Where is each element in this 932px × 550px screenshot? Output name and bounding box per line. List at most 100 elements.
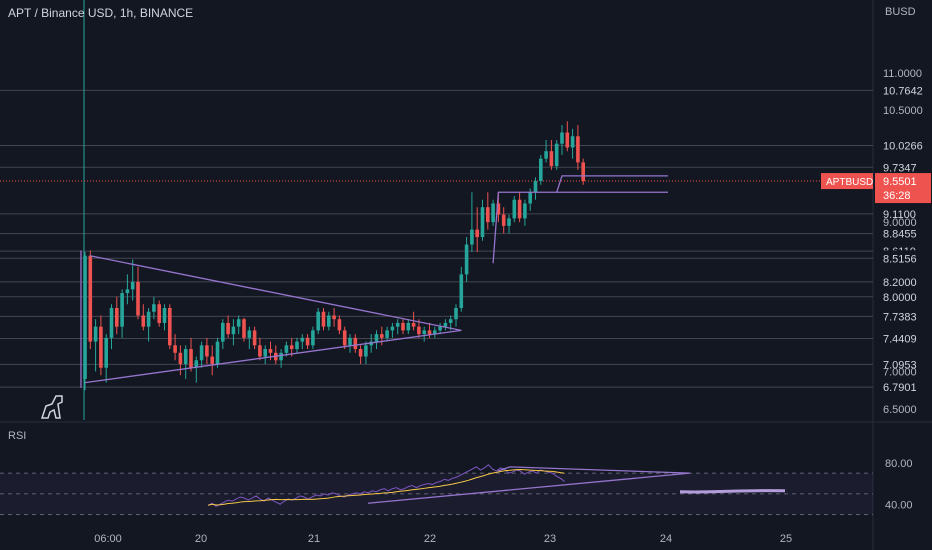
candle-body bbox=[130, 281, 135, 290]
candle-body bbox=[258, 345, 262, 357]
candle-body bbox=[295, 341, 299, 350]
candle-body bbox=[252, 330, 257, 346]
candle-body bbox=[496, 203, 501, 215]
candle-body bbox=[173, 345, 177, 353]
candle-body bbox=[411, 322, 416, 327]
candle-body bbox=[454, 308, 458, 320]
candle-body bbox=[268, 349, 273, 353]
time-tick-label: 06:00 bbox=[94, 533, 122, 545]
candle-body bbox=[289, 345, 294, 350]
price-tick-label: 11.0000 bbox=[883, 68, 922, 80]
candle-body bbox=[433, 330, 437, 335]
price-tick-label: 6.5000 bbox=[883, 404, 917, 416]
candle-body bbox=[104, 337, 108, 368]
candle-body bbox=[448, 319, 453, 323]
candle-body bbox=[247, 330, 252, 338]
candles bbox=[83, 121, 585, 391]
candle-body bbox=[284, 345, 289, 353]
level-label: 6.7901 bbox=[883, 382, 917, 394]
candle-body bbox=[162, 308, 167, 323]
candle-body bbox=[528, 192, 532, 204]
candle-body bbox=[533, 181, 538, 193]
level-label-bg bbox=[875, 330, 931, 347]
candle-body bbox=[189, 349, 193, 368]
candle-body bbox=[380, 334, 384, 338]
last-price-value: 9.5501 bbox=[883, 176, 917, 188]
candle-body bbox=[576, 136, 580, 163]
candle-body bbox=[263, 349, 267, 357]
triangle-lower-line bbox=[84, 329, 462, 384]
candle-body bbox=[390, 326, 395, 331]
time-tick-label: 21 bbox=[308, 533, 320, 545]
candle-body bbox=[443, 322, 448, 327]
level-label: 8.5156 bbox=[883, 253, 917, 265]
last-price-countdown: 36:28 bbox=[883, 190, 911, 202]
price-tick-label: 10.5000 bbox=[883, 105, 923, 117]
dino-logo-icon bbox=[40, 395, 63, 419]
candle-body bbox=[215, 341, 220, 364]
triangle-upper-line bbox=[89, 255, 462, 332]
candle-body bbox=[364, 345, 368, 357]
candle-body bbox=[554, 143, 559, 167]
rsi-band-fill bbox=[0, 473, 873, 515]
level-label: 8.2000 bbox=[883, 277, 917, 289]
price-tick-label: 7.0000 bbox=[883, 366, 917, 378]
level-label: 7.4409 bbox=[883, 334, 917, 346]
level-label-bg bbox=[875, 379, 931, 396]
candle-body bbox=[194, 360, 199, 368]
candle-body bbox=[501, 214, 506, 226]
currency-label: BUSD bbox=[885, 6, 916, 18]
level-label-bg bbox=[875, 205, 931, 222]
level-label-bg bbox=[875, 273, 931, 290]
rsi-ma-line bbox=[207, 468, 565, 506]
candle-body bbox=[93, 326, 98, 342]
level-label-bg bbox=[875, 356, 931, 373]
candle-body bbox=[125, 289, 130, 294]
candle-body bbox=[581, 162, 585, 182]
candle-body bbox=[570, 136, 575, 148]
candle-body bbox=[417, 326, 421, 335]
candle-body bbox=[178, 352, 183, 364]
symbol-title: APT / Binance USD, 1h, BINANCE bbox=[8, 6, 194, 20]
candle-body bbox=[321, 311, 326, 327]
level-label: 9.7347 bbox=[883, 162, 917, 174]
candle-body bbox=[358, 349, 363, 357]
candle-body bbox=[337, 319, 342, 331]
breakout-level-1 bbox=[492, 191, 668, 264]
candle-body bbox=[168, 308, 172, 346]
candle-body bbox=[199, 345, 204, 361]
time-tick-label: 20 bbox=[195, 533, 207, 545]
candle-body bbox=[83, 255, 87, 379]
level-label: 8.0000 bbox=[883, 292, 917, 304]
candle-body bbox=[332, 315, 336, 320]
candle-body bbox=[327, 315, 331, 327]
candle-body bbox=[475, 229, 479, 238]
candle-body bbox=[480, 207, 485, 238]
candle-body bbox=[422, 330, 426, 335]
candle-body bbox=[348, 337, 352, 346]
candle-body bbox=[236, 319, 241, 327]
rsi-triangle-drawing bbox=[367, 466, 691, 504]
candle-body bbox=[136, 281, 140, 316]
last-price-symbol-bg bbox=[821, 173, 873, 190]
candle-body bbox=[544, 151, 548, 159]
candle-body bbox=[279, 352, 283, 361]
candle-body bbox=[438, 326, 442, 331]
candle-body bbox=[507, 218, 511, 226]
level-label-bg bbox=[875, 288, 931, 305]
candle-body bbox=[146, 311, 151, 327]
last-price-symbol: APTBUSD bbox=[826, 177, 873, 188]
rsi-projection-stroke bbox=[679, 489, 786, 494]
level-label-bg bbox=[875, 308, 931, 325]
candle-body bbox=[152, 304, 156, 312]
candle-body bbox=[157, 304, 161, 323]
candle-body bbox=[342, 330, 347, 346]
candle-body bbox=[459, 274, 464, 308]
horizontal-levels: 10.764210.02669.73479.11008.84558.61108.… bbox=[0, 82, 931, 396]
rsi-line bbox=[207, 464, 565, 507]
candle-body bbox=[231, 326, 236, 335]
level-label-bg bbox=[875, 137, 931, 154]
candle-body bbox=[512, 199, 517, 219]
time-tick-label: 24 bbox=[660, 533, 672, 545]
